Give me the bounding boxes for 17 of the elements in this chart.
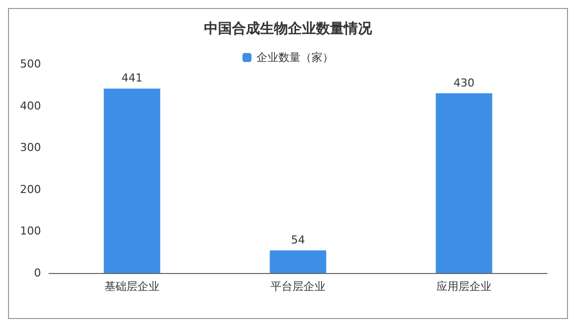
- y-tick-label: 100: [20, 224, 41, 238]
- data-label: 54: [291, 233, 305, 246]
- data-label: 430: [454, 76, 474, 90]
- bar: [104, 88, 160, 273]
- y-tick-label: 400: [20, 99, 41, 112]
- chart-title: 中国合成生物企业数量情况: [204, 21, 373, 37]
- y-tick-label: 300: [20, 141, 41, 154]
- bar: [436, 93, 492, 273]
- y-tick-label: 500: [20, 58, 41, 70]
- x-tick-label: 应用层企业: [436, 280, 492, 293]
- legend-label: 企业数量（家）: [256, 51, 334, 64]
- y-tick-label: 200: [20, 182, 41, 196]
- x-tick-label: 基础层企业: [104, 280, 160, 293]
- y-tick-label: 0: [34, 266, 41, 280]
- x-tick-label: 平台层企业: [270, 280, 326, 293]
- data-label: 441: [122, 72, 142, 85]
- bar: [270, 250, 326, 273]
